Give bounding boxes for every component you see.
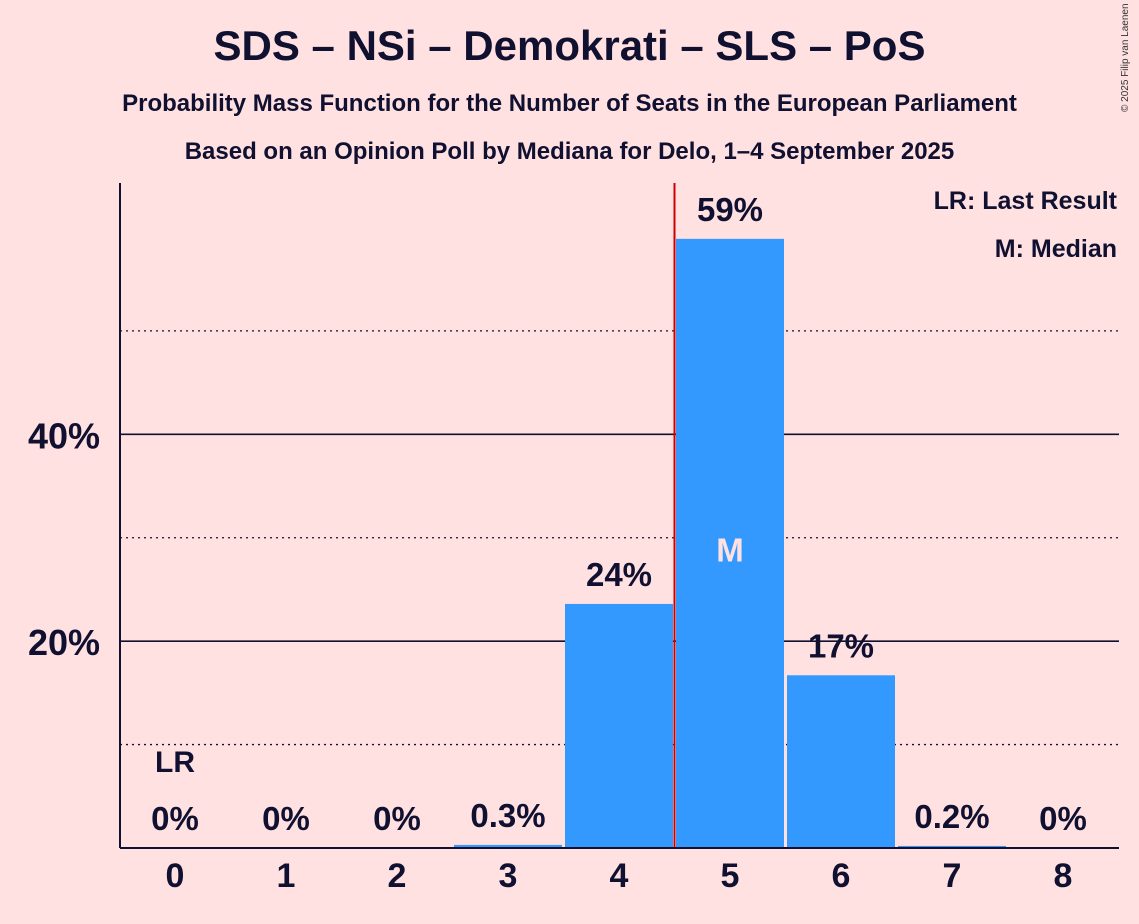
data-label: 24% <box>586 556 652 593</box>
y-tick-label: 40% <box>28 415 100 456</box>
median-marker: M <box>716 532 744 569</box>
x-tick-label: 8 <box>1054 857 1073 895</box>
x-tick-label: 4 <box>610 857 629 895</box>
bar <box>787 675 895 848</box>
data-label: 17% <box>808 627 874 664</box>
data-label: 0.2% <box>914 798 989 835</box>
bar <box>565 603 673 848</box>
x-tick-label: 0 <box>166 857 185 895</box>
x-tick-label: 2 <box>388 857 407 895</box>
data-label: 0% <box>151 800 199 837</box>
x-tick-label: 7 <box>943 857 962 895</box>
x-tick-label: 6 <box>832 857 851 895</box>
bar <box>898 845 1006 848</box>
data-label: 0.3% <box>470 797 545 834</box>
x-tick-label: 1 <box>277 857 296 895</box>
bar <box>676 238 784 848</box>
y-tick-label: 20% <box>28 622 100 663</box>
x-tick-label: 5 <box>721 857 740 895</box>
last-result-marker: LR <box>155 746 195 779</box>
x-tick-label: 3 <box>499 857 518 895</box>
data-label: 0% <box>262 800 310 837</box>
data-label: 59% <box>697 191 763 228</box>
legend-median: M: Median <box>995 235 1117 263</box>
bar <box>454 844 562 848</box>
data-label: 0% <box>1039 800 1087 837</box>
bars <box>454 238 1006 848</box>
data-labels: 0% LR 0% 0% 0.3% 24% 59% M 17% 0.2% 0% <box>151 191 1087 837</box>
chart-title: SDS – NSi – Demokrati – SLS – PoS <box>213 22 926 69</box>
chart-subtitle-source: Based on an Opinion Poll by Mediana for … <box>184 138 955 165</box>
axes: 20% 40% 0 1 2 3 4 5 6 7 8 <box>28 183 1119 895</box>
chart-subtitle: Probability Mass Function for the Number… <box>122 90 1017 117</box>
legend: LR: Last Result M: Median <box>934 187 1118 263</box>
legend-last-result: LR: Last Result <box>934 187 1118 215</box>
data-label: 0% <box>373 800 421 837</box>
